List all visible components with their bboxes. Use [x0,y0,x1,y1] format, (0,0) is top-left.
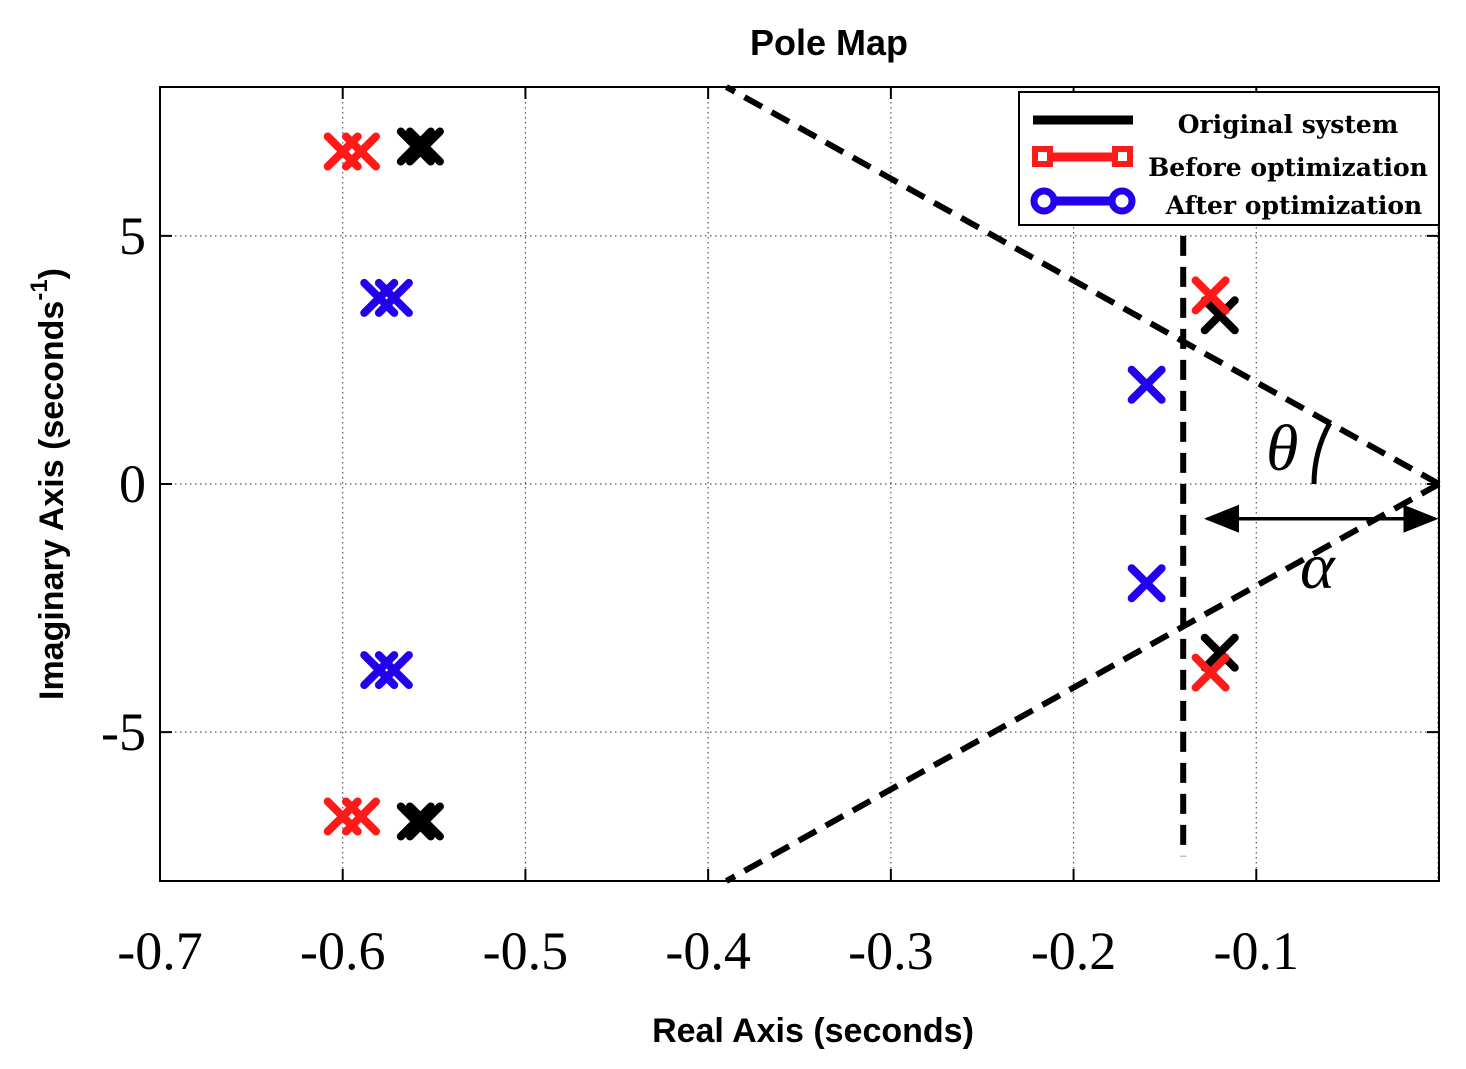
legend-label-original: Original system [1178,110,1399,139]
x-tick-label: -0.5 [483,921,568,981]
y-tick-label: 5 [119,206,146,266]
axis-ticks: -0.7 -0.6 -0.5 -0.4 -0.3 -0.2 -0.1 -5 0 5 [101,87,1439,981]
legend-swatch-after-marker-left [1030,187,1058,215]
sector-boundary-line [724,481,1441,884]
grid [160,87,1439,881]
pole-markers [323,127,1239,841]
x-tick-label: -0.2 [1031,921,1116,981]
pole-marker-before [1191,276,1230,315]
y-axis-label-main: Imaginary Axis (seconds [33,301,71,700]
pole-marker-after [374,651,413,690]
sector-annotations [724,84,1441,884]
pole-marker-after [374,278,413,317]
legend-swatch-after-marker-right [1108,187,1136,215]
y-axis-label-exponent: -1 [26,279,53,300]
pole-marker-before [341,797,380,836]
legend-swatch-before-marker-left [1032,146,1053,167]
pole-marker-after [1127,365,1166,404]
pole-marker-original [396,802,435,841]
pole-marker-original [1200,296,1239,335]
theta-label: θ [1266,412,1298,485]
y-axis-label: Imaginary Axis (seconds-1) [26,268,71,700]
x-tick-label: -0.4 [665,921,750,981]
pole-marker-after [1127,564,1166,603]
pole-marker-original [405,802,444,841]
y-tick-label: 0 [119,454,146,514]
sector-boundary-line [724,84,1441,487]
chart-title: Pole Map [750,22,908,63]
y-axis-label-close: ) [33,268,71,279]
pole-marker-before [1191,653,1230,692]
x-tick-label: -0.7 [117,921,202,981]
alpha-label: α [1300,530,1336,603]
x-axis-label: Real Axis (seconds) [652,1012,974,1050]
pole-marker-original [396,127,435,166]
pole-marker-before [341,132,380,171]
legend: Original system Before optimization Afte… [1018,91,1440,226]
legend-label-before: Before optimization [1148,153,1428,182]
x-tick-label: -0.6 [300,921,385,981]
theta-arc [1311,421,1332,485]
pole-marker-original [405,127,444,166]
x-tick-label: -0.1 [1214,921,1299,981]
y-tick-label: -5 [101,702,146,762]
pole-marker-original [1200,633,1239,672]
x-tick-label: -0.3 [848,921,933,981]
legend-swatch-before-marker-right [1112,146,1133,167]
legend-label-after: After optimization [1165,191,1422,220]
